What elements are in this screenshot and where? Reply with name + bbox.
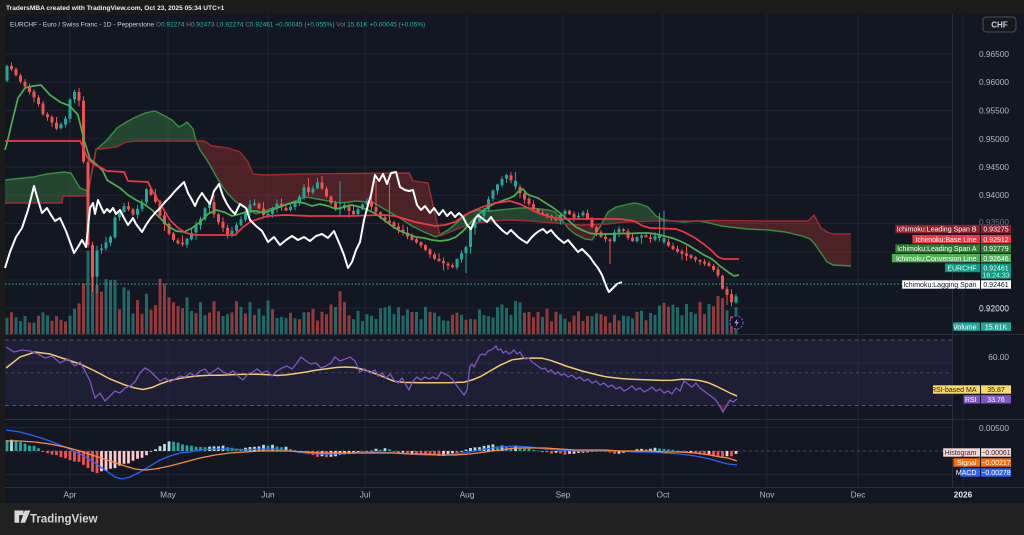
svg-text:Volume: Volume	[953, 324, 976, 331]
svg-text:0.93275: 0.93275	[983, 227, 1008, 234]
svg-text:−0.00278: −0.00278	[981, 470, 1010, 477]
svg-text:MACD: MACD	[956, 470, 977, 477]
svg-text:Histogram: Histogram	[945, 450, 977, 457]
svg-text:0.92646: 0.92646	[983, 256, 1008, 263]
svg-text:Ichimoku:Lagging Span: Ichimoku:Lagging Span	[903, 282, 976, 289]
svg-text:0.00500: 0.00500	[979, 423, 1009, 433]
svg-text:Ichimoku:Leading Span A: Ichimoku:Leading Span A	[897, 246, 977, 253]
svg-text:33.76: 33.76	[987, 397, 1005, 404]
svg-text:0.95000: 0.95000	[979, 134, 1009, 144]
svg-text:Apr: Apr	[64, 490, 77, 500]
svg-text:15.61K: 15.61K	[985, 324, 1008, 331]
svg-text:0.92912: 0.92912	[983, 237, 1008, 244]
svg-text:Signal: Signal	[957, 460, 977, 467]
svg-text:60.00: 60.00	[988, 352, 1009, 362]
svg-text:Ichimoku:Conversion Line: Ichimoku:Conversion Line	[896, 256, 977, 263]
svg-text:Ichimoku:Leading Span B: Ichimoku:Leading Span B	[897, 227, 977, 234]
svg-text:Sep: Sep	[556, 490, 571, 500]
svg-text:Jul: Jul	[360, 490, 371, 500]
svg-text:Ichimoku:Base Line: Ichimoku:Base Line	[915, 237, 976, 244]
svg-text:RSI: RSI	[965, 397, 977, 404]
svg-text:0.92461: 0.92461	[983, 282, 1008, 289]
svg-text:0.93500: 0.93500	[979, 217, 1009, 227]
svg-text:0.94500: 0.94500	[979, 162, 1009, 172]
svg-text:RSI-based MA: RSI-based MA	[931, 387, 977, 394]
svg-text:EURCHF - Euro / Swiss Franc -: EURCHF - Euro / Swiss Franc - 1D - Peppe…	[10, 22, 425, 29]
svg-text:EURCHF: EURCHF	[947, 265, 976, 272]
svg-text:0.96500: 0.96500	[979, 49, 1009, 59]
svg-text:CHF: CHF	[991, 21, 1008, 30]
svg-text:0.96000: 0.96000	[979, 77, 1009, 87]
svg-text:Nov: Nov	[760, 490, 776, 500]
svg-text:−0.00217: −0.00217	[981, 460, 1010, 467]
svg-text:2026: 2026	[954, 490, 973, 500]
svg-text:Jun: Jun	[261, 490, 275, 500]
svg-text:0.92000: 0.92000	[979, 303, 1009, 313]
svg-text:0.95500: 0.95500	[979, 106, 1009, 116]
svg-text:Dec: Dec	[851, 490, 866, 500]
svg-text:−0.00061: −0.00061	[981, 450, 1010, 457]
svg-text:0.94000: 0.94000	[979, 190, 1009, 200]
svg-text:Aug: Aug	[460, 490, 475, 500]
svg-text:35.87: 35.87	[987, 387, 1005, 394]
svg-text:Oct: Oct	[657, 490, 671, 500]
svg-text:TradingView: TradingView	[30, 514, 98, 526]
svg-text:May: May	[160, 490, 177, 500]
svg-text:TradersMBA created with Tradin: TradersMBA created with TradingView.com,…	[6, 5, 225, 12]
svg-text:0.92461: 0.92461	[983, 265, 1008, 272]
svg-text:0.92000: 0.92000	[979, 304, 1009, 314]
svg-text:0.92779: 0.92779	[983, 246, 1008, 253]
svg-text:16:24:33: 16:24:33	[982, 273, 1009, 280]
